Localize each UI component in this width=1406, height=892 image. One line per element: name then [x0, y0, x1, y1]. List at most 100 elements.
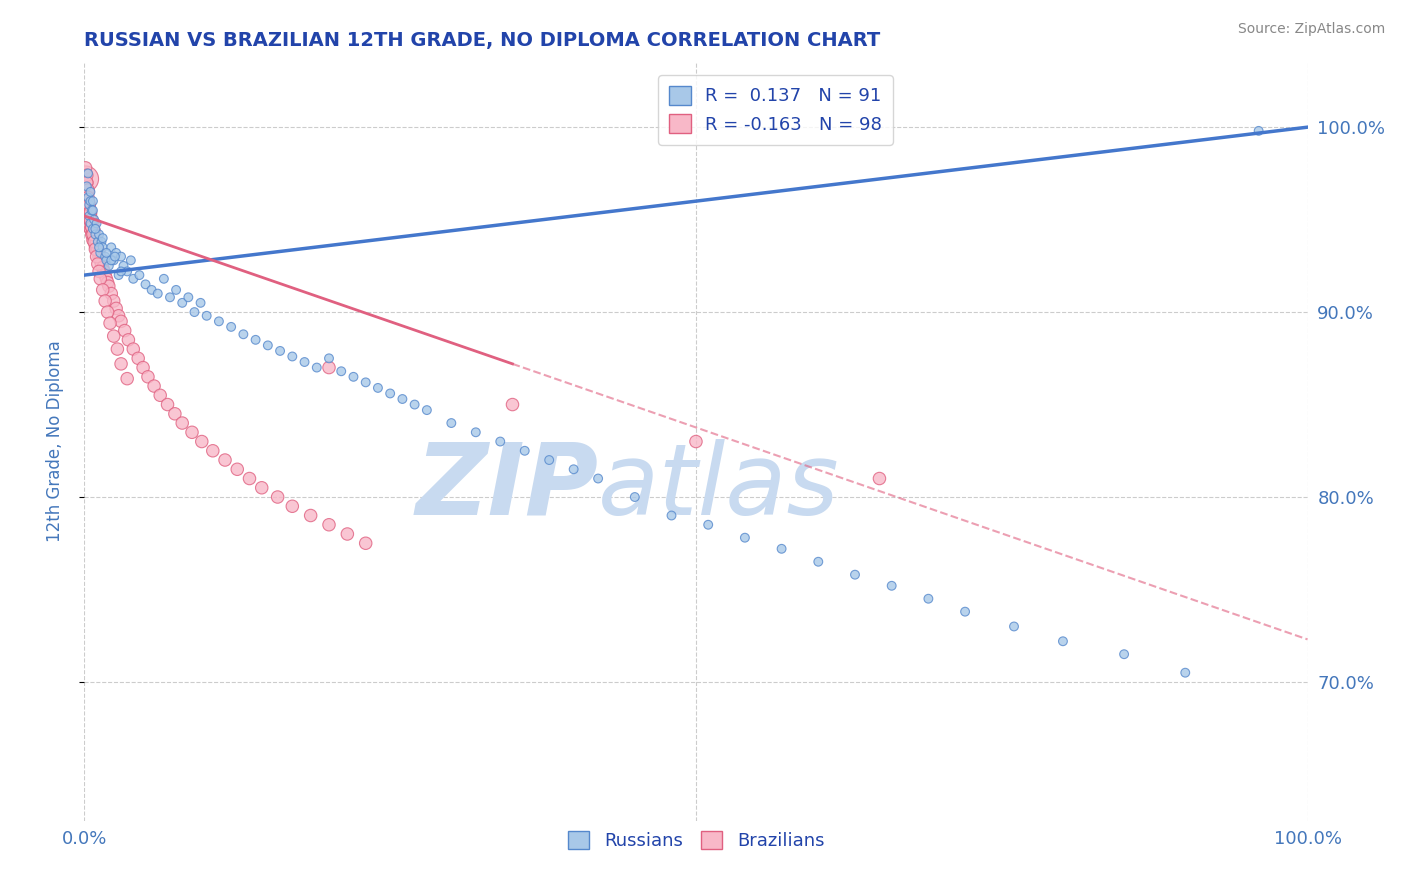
Point: [79, 185, 101, 199]
Point: [100, 253, 122, 268]
Point: [122, 272, 145, 286]
Point: [143, 379, 166, 393]
Point: [90, 257, 112, 271]
Point: [77, 198, 100, 212]
Point: [115, 372, 138, 386]
Point: [181, 425, 204, 440]
Point: [89, 272, 111, 286]
Point: [79, 207, 101, 221]
Point: [208, 314, 231, 328]
Point: [245, 333, 267, 347]
Point: [84, 231, 107, 245]
Point: [172, 416, 194, 430]
Point: [79, 222, 101, 236]
Point: [84, 227, 107, 242]
Legend: Russians, Brazilians: Russians, Brazilians: [561, 823, 831, 857]
Point: [257, 338, 280, 352]
Point: [103, 293, 125, 308]
Point: [214, 453, 236, 467]
Point: [77, 185, 100, 199]
Point: [84, 242, 107, 256]
Point: [82, 226, 104, 240]
Point: [77, 198, 100, 212]
Point: [513, 443, 536, 458]
Point: [77, 220, 100, 235]
Y-axis label: 12th Grade, No Diploma: 12th Grade, No Diploma: [45, 341, 63, 542]
Point: [77, 190, 100, 204]
Point: [1002, 619, 1025, 633]
Point: [75, 161, 97, 175]
Point: [697, 517, 720, 532]
Point: [318, 517, 340, 532]
Point: [82, 194, 104, 208]
Point: [94, 250, 117, 264]
Point: [294, 355, 316, 369]
Point: [75, 179, 97, 194]
Point: [416, 403, 439, 417]
Point: [219, 319, 242, 334]
Point: [94, 293, 117, 308]
Point: [103, 253, 125, 268]
Point: [336, 527, 359, 541]
Point: [75, 185, 97, 199]
Point: [87, 227, 110, 242]
Point: [76, 179, 98, 194]
Point: [502, 398, 524, 412]
Point: [1052, 634, 1074, 648]
Point: [489, 434, 512, 449]
Point: [266, 490, 288, 504]
Point: [80, 220, 103, 235]
Point: [100, 240, 122, 254]
Point: [149, 388, 172, 402]
Point: [281, 500, 304, 514]
Point: [76, 176, 98, 190]
Point: [76, 183, 98, 197]
Point: [76, 176, 98, 190]
Point: [82, 218, 104, 232]
Point: [201, 443, 224, 458]
Point: [82, 203, 104, 218]
Point: [89, 246, 111, 260]
Point: [77, 194, 100, 208]
Point: [1114, 647, 1136, 661]
Text: ZIP: ZIP: [415, 439, 598, 535]
Text: RUSSIAN VS BRAZILIAN 12TH GRADE, NO DIPLOMA CORRELATION CHART: RUSSIAN VS BRAZILIAN 12TH GRADE, NO DIPL…: [84, 30, 880, 50]
Point: [82, 227, 104, 242]
Point: [91, 260, 114, 275]
Point: [440, 416, 463, 430]
Point: [195, 309, 218, 323]
Point: [110, 357, 132, 371]
Point: [122, 342, 145, 356]
Point: [917, 591, 939, 606]
Point: [318, 360, 340, 375]
Point: [281, 350, 304, 364]
Point: [191, 434, 214, 449]
Point: [624, 490, 647, 504]
Point: [107, 268, 129, 282]
Point: [82, 222, 104, 236]
Point: [86, 216, 108, 230]
Point: [153, 272, 176, 286]
Point: [177, 290, 200, 304]
Point: [91, 231, 114, 245]
Point: [87, 246, 110, 260]
Point: [76, 198, 98, 212]
Point: [97, 305, 120, 319]
Point: [94, 268, 117, 282]
Point: [79, 212, 101, 227]
Point: [80, 220, 103, 235]
Point: [869, 471, 891, 485]
Point: [135, 277, 157, 292]
Point: [100, 286, 122, 301]
Point: [115, 264, 138, 278]
Point: [354, 536, 377, 550]
Point: [79, 214, 101, 228]
Point: [380, 386, 402, 401]
Point: [117, 333, 139, 347]
Point: [84, 238, 107, 252]
Point: [77, 190, 100, 204]
Point: [87, 257, 110, 271]
Point: [87, 235, 110, 249]
Point: [76, 188, 98, 202]
Point: [586, 471, 609, 485]
